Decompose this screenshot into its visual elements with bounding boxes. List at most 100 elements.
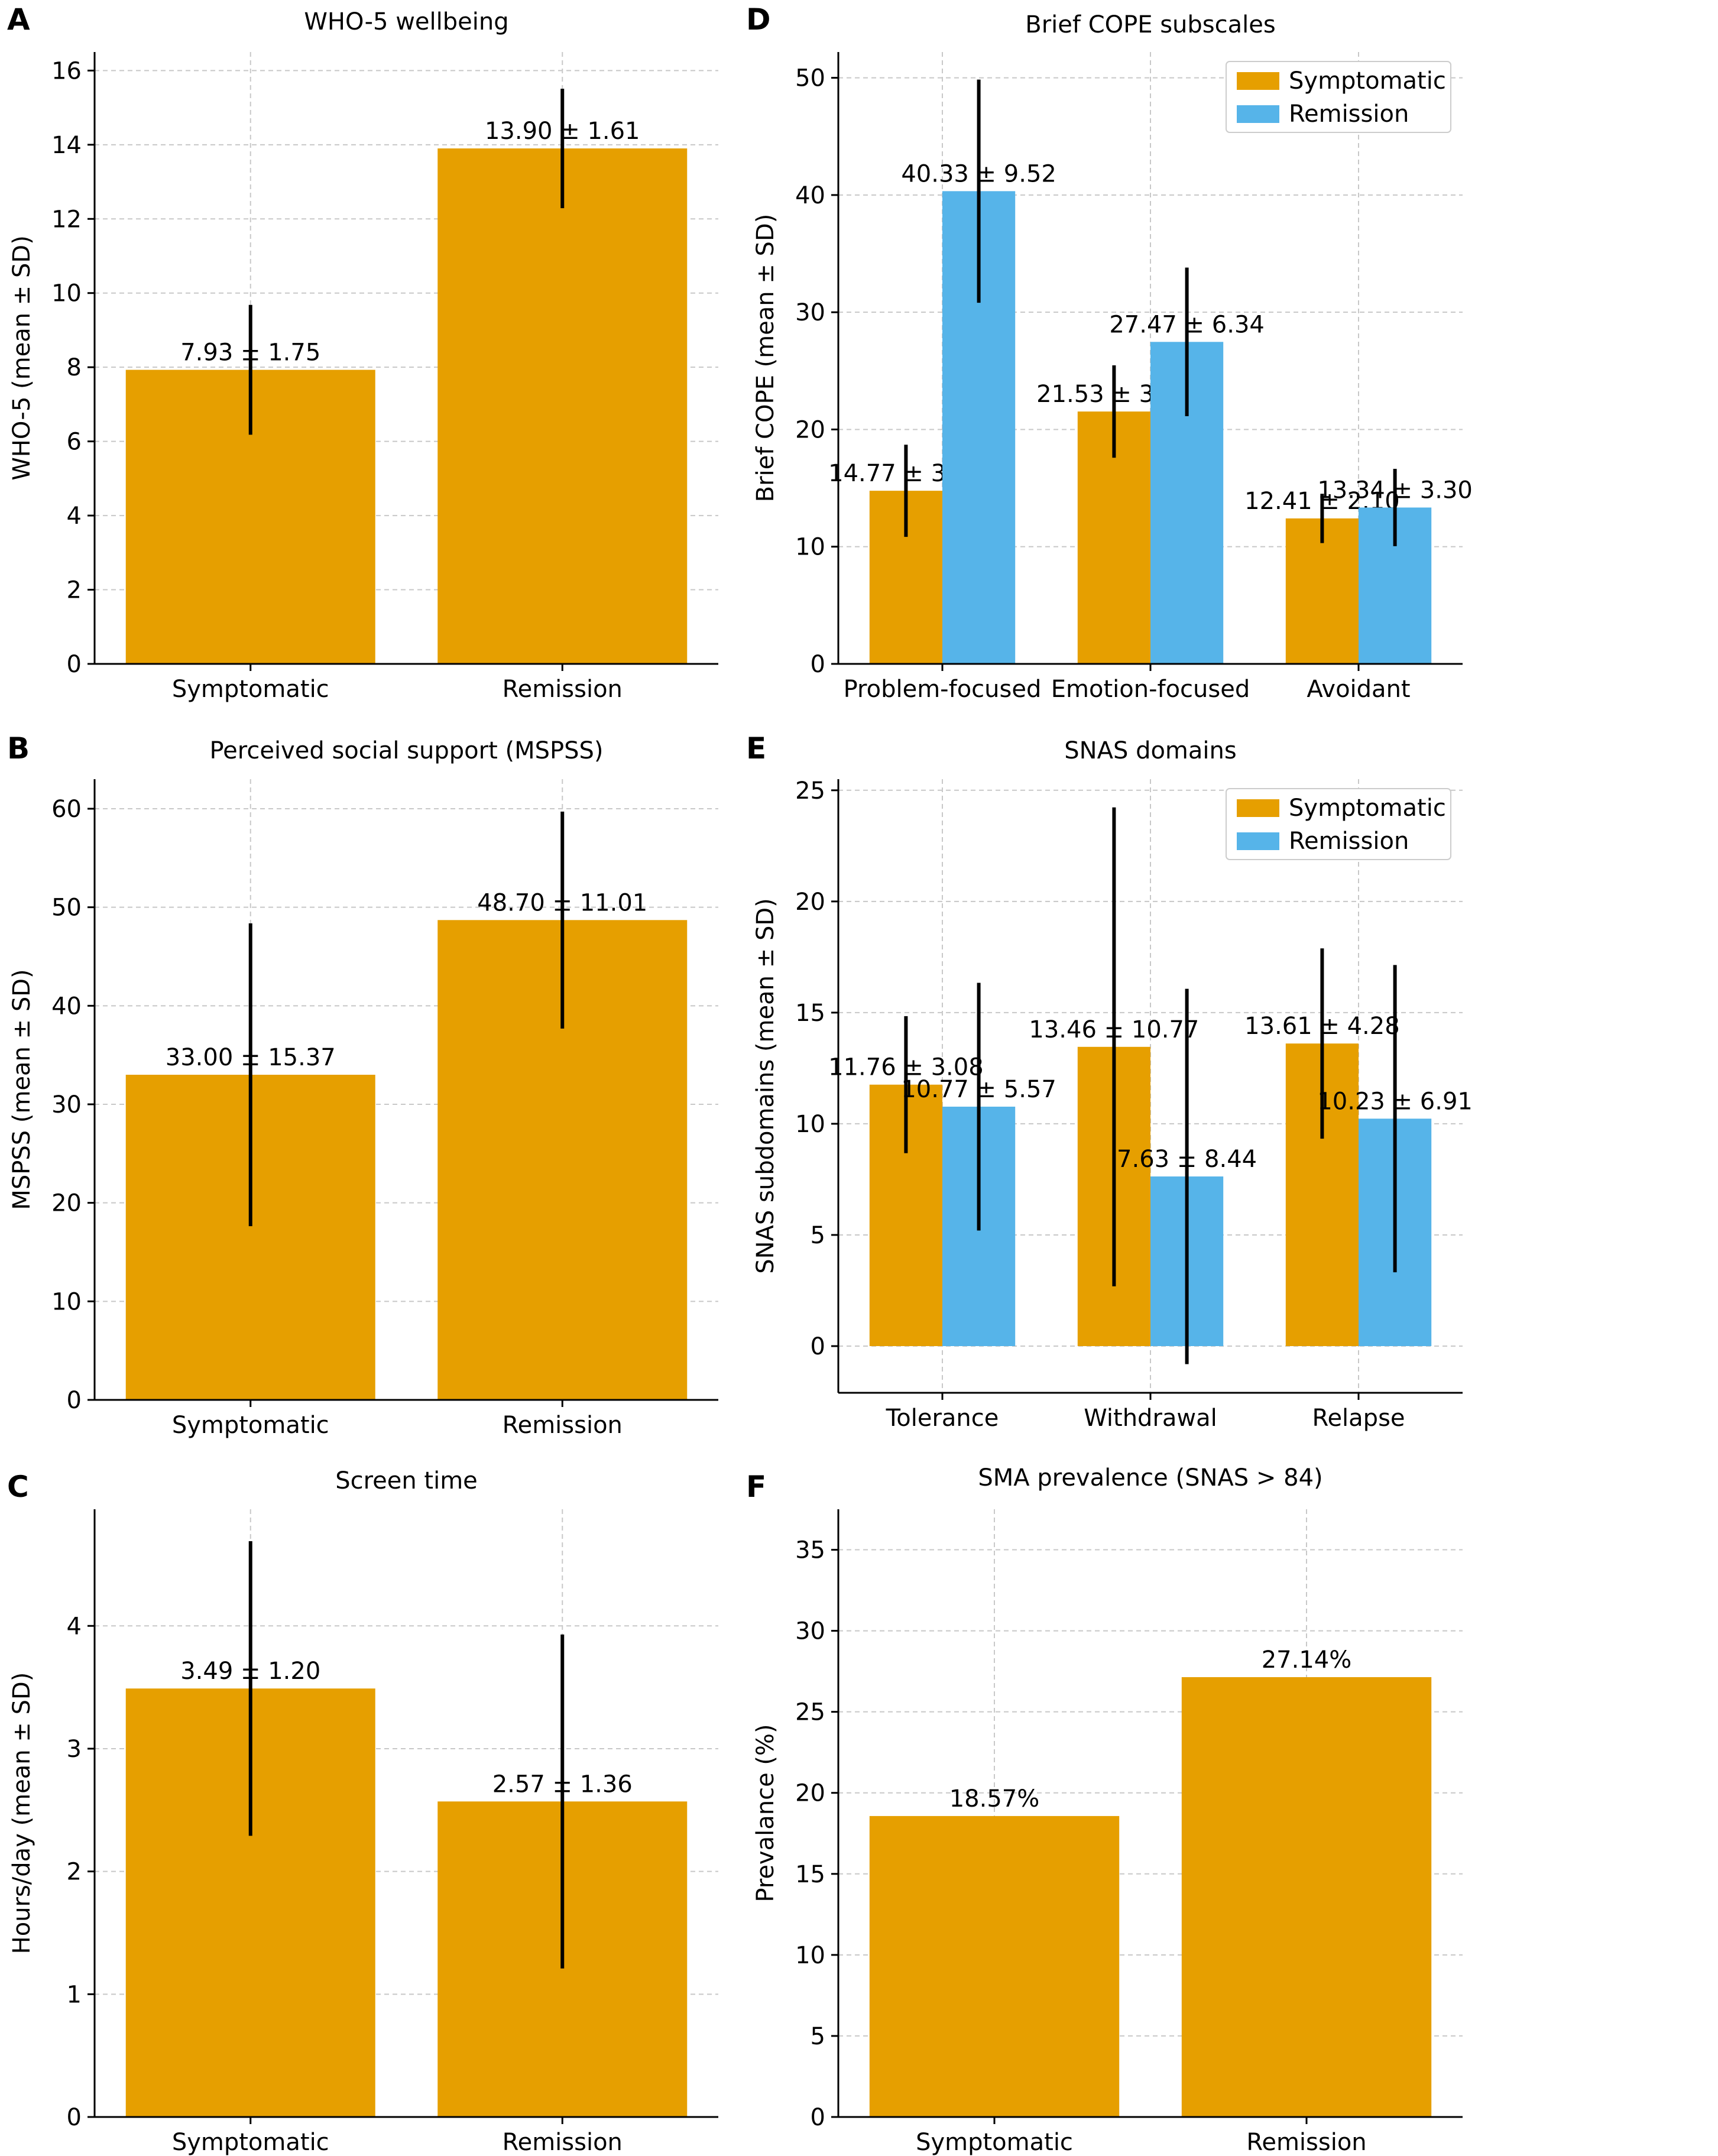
value-label: 7.93 ± 1.75 <box>180 339 320 367</box>
legend-box <box>1226 61 1451 133</box>
chart-title: SNAS domains <box>1064 737 1236 764</box>
y-axis-label: Prevalance (%) <box>752 1724 779 1902</box>
chart-title: SMA prevalence (SNAS > 84) <box>978 1464 1322 1492</box>
legend-swatch-remission <box>1237 105 1279 123</box>
y-tick-label: 20 <box>51 1190 82 1217</box>
y-tick-label: 0 <box>67 1387 82 1414</box>
x-tick-label: Remission <box>1246 2129 1366 2156</box>
panel-letter: A <box>7 2 30 37</box>
value-label: 10.23 ± 6.91 <box>1317 1088 1473 1115</box>
y-tick-label: 50 <box>51 894 82 922</box>
x-tick-label: Symptomatic <box>172 676 329 703</box>
y-tick-label: 4 <box>67 502 82 530</box>
panel-letter: D <box>746 2 771 37</box>
y-tick-label: 5 <box>811 2023 825 2050</box>
x-tick-label: Symptomatic <box>172 2129 329 2156</box>
x-tick-label: Symptomatic <box>172 1412 329 1439</box>
y-tick-label: 12 <box>51 206 82 233</box>
y-tick-label: 60 <box>51 796 82 823</box>
y-tick-label: 0 <box>811 2104 825 2131</box>
panel-f: 18.57% 27.14% 0 5 10 15 20 25 30 35 Symptomatic Rem… <box>746 1464 1463 2156</box>
x-tick-label: Emotion-focused <box>1051 676 1250 703</box>
value-label: 48.70 ± 11.01 <box>477 889 647 916</box>
x-tick-label: Withdrawal <box>1084 1405 1217 1432</box>
legend-box <box>1226 788 1451 860</box>
y-tick-label: 8 <box>67 354 82 381</box>
panel-letter: C <box>7 1470 29 1504</box>
y-tick-label: 0 <box>67 2104 82 2131</box>
x-tick-label: Avoidant <box>1307 676 1410 703</box>
legend-label-remission: Remission <box>1289 828 1409 855</box>
y-tick-label: 2 <box>67 577 82 604</box>
y-tick-label: 10 <box>51 1288 82 1315</box>
panel-a: 7.93 ± 1.75 13.90 ± 1.61 0 2 4 6 8 10 12 14 16 Symp… <box>7 2 718 703</box>
y-tick-label: 20 <box>795 416 825 443</box>
y-tick-label: 20 <box>795 889 825 916</box>
bar-symptomatic-symptomatic <box>869 1815 1120 2117</box>
legend-label-remission: Remission <box>1289 100 1409 128</box>
chart-title: Brief COPE subscales <box>1025 11 1275 38</box>
value-label: 3.49 ± 1.20 <box>180 1658 320 1685</box>
panel-letter: B <box>7 731 30 766</box>
chart-title: WHO-5 wellbeing <box>304 8 508 35</box>
y-tick-label: 15 <box>795 1000 825 1027</box>
y-tick-label: 50 <box>795 65 825 92</box>
legend-label-symptomatic: Symptomatic <box>1289 795 1446 822</box>
legend-swatch-symptomatic <box>1237 799 1279 817</box>
y-tick-label: 30 <box>51 1091 82 1118</box>
y-tick-label: 14 <box>51 132 82 159</box>
value-label: 27.47 ± 6.34 <box>1109 311 1265 338</box>
y-tick-label: 40 <box>795 182 825 209</box>
value-label: 10.77 ± 5.57 <box>901 1076 1056 1103</box>
y-tick-label: 6 <box>67 429 82 456</box>
legend: Symptomatic Remission <box>1226 788 1451 860</box>
x-tick-label: Remission <box>503 1412 623 1439</box>
y-tick-label: 20 <box>795 1780 825 1807</box>
value-label: 13.46 ± 10.77 <box>1029 1016 1199 1043</box>
y-axis-label: MSPSS (mean ± SD) <box>8 969 35 1210</box>
value-label: 13.90 ± 1.61 <box>485 118 640 145</box>
value-label: 33.00 ± 15.37 <box>166 1044 336 1071</box>
y-tick-label: 1 <box>67 1981 82 2008</box>
value-label: 18.57% <box>949 1785 1040 1813</box>
x-tick-label: Relapse <box>1312 1405 1405 1432</box>
y-tick-label: 10 <box>795 534 825 561</box>
value-label: 13.61 ± 4.28 <box>1244 1013 1400 1040</box>
y-tick-label: 10 <box>795 1111 825 1138</box>
chart-title: Screen time <box>335 1467 478 1494</box>
y-axis-label: Brief COPE (mean ± SD) <box>752 214 779 502</box>
y-tick-label: 40 <box>51 993 82 1020</box>
y-axis-label: SNAS subdomains (mean ± SD) <box>752 898 779 1274</box>
y-axis-label: Hours/day (mean ± SD) <box>8 1672 35 1954</box>
y-tick-label: 25 <box>795 777 825 805</box>
x-tick-label: Problem-focused <box>844 676 1042 703</box>
value-label: 11.76 ± 3.08 <box>828 1054 984 1081</box>
y-tick-label: 3 <box>67 1736 82 1763</box>
panel-b: 33.00 ± 15.37 48.70 ± 11.01 0 10 20 30 40 50 60 S… <box>7 731 718 1439</box>
y-tick-label: 15 <box>795 1861 825 1888</box>
value-label: 40.33 ± 9.52 <box>901 160 1056 187</box>
legend-label-symptomatic: Symptomatic <box>1289 67 1446 95</box>
legend-swatch-symptomatic <box>1237 72 1279 90</box>
y-tick-label: 10 <box>51 280 82 307</box>
legend-swatch-remission <box>1237 832 1279 850</box>
panel-letter: F <box>746 1470 766 1504</box>
y-tick-label: 0 <box>811 1333 825 1360</box>
y-tick-label: 16 <box>51 57 82 85</box>
y-tick-label: 10 <box>795 1942 825 1969</box>
y-tick-label: 30 <box>795 299 825 326</box>
value-label: 13.34 ± 3.30 <box>1317 477 1473 504</box>
y-tick-label: 30 <box>795 1618 825 1645</box>
panel-e: 11.76 ± 3.08 13.46 ± 10.77 13.61 ± 4.28 10.… <box>746 731 1473 1432</box>
x-tick-label: Tolerance <box>886 1405 999 1432</box>
panel-c: 3.49 ± 1.20 2.57 ± 1.36 0 1 2 3 4 Symptomatic Re… <box>7 1467 718 2156</box>
chart-title: Perceived social support (MSPSS) <box>209 737 603 764</box>
y-tick-label: 0 <box>811 651 825 678</box>
x-tick-label: Symptomatic <box>916 2129 1073 2156</box>
bar-remission-symptomatic <box>437 148 688 664</box>
bar-remission-symptomatic <box>1181 1677 1432 2117</box>
value-label: 7.63 ± 8.44 <box>1117 1146 1257 1173</box>
y-tick-label: 0 <box>67 651 82 678</box>
